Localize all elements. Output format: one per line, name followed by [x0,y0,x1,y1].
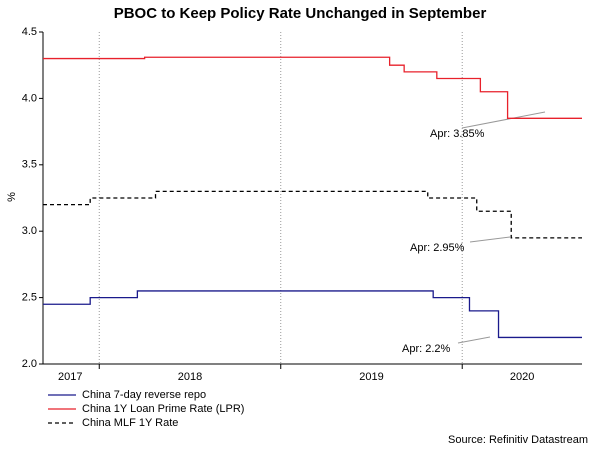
x-tick-label: 2020 [510,371,534,383]
x-tick-label: 2019 [359,371,383,383]
annotation: Apr: 3.85% [430,128,485,140]
x-tick-label: 2018 [178,371,202,383]
legend-label: China MLF 1Y Rate [82,417,178,429]
y-tick-label: 4.5 [22,26,37,38]
series-line [43,190,582,239]
x-tick-label: 2017 [58,371,82,383]
y-tick-label: 2.5 [22,292,37,304]
chart-title: PBOC to Keep Policy Rate Unchanged in Se… [114,5,487,22]
legend-label: China 1Y Loan Prime Rate (LPR) [82,403,244,415]
annotation-leader [457,336,491,344]
y-axis-label: % [6,192,18,202]
annotation: Apr: 2.2% [402,343,451,355]
y-tick-label: 4.0 [22,92,37,104]
annotation-leader [469,236,511,243]
y-tick-label: 3.5 [22,159,37,171]
legend-label: China 7-day reverse repo [82,389,206,401]
y-tick-label: 3.0 [22,225,37,237]
series-line [43,56,582,119]
annotation-leader [461,111,546,129]
y-tick-label: 2.0 [22,358,37,370]
series-line [43,290,582,339]
source: Source: Refinitiv Datastream [448,434,588,446]
annotation: Apr: 2.95% [410,242,465,254]
